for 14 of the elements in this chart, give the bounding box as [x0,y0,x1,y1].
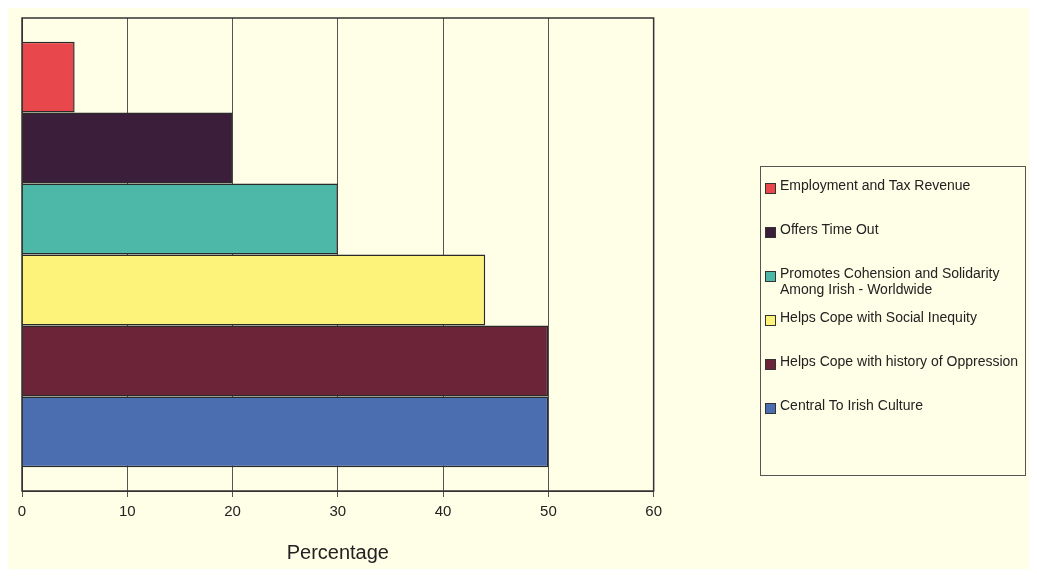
x-tick-label: 50 [540,502,557,520]
legend-label: Helps Cope with history of Oppression [780,353,1019,369]
legend-label: Helps Cope with Social Inequity [780,309,977,325]
x-tick-label: 40 [434,502,452,520]
legend-label: Employment and Tax Revenue [780,177,971,193]
legend-label: Central To Irish Culture [780,397,923,413]
x-tick-label: 20 [224,502,241,520]
x-tick-label: 0 [17,502,27,520]
x-tick-label: 60 [645,502,662,520]
legend-label: Offers Time Out [780,221,879,237]
x-axis-title: Percentage [286,540,389,563]
legend-label: Promotes Cohension and Solidarity Among Irish - Worldwide [780,265,1001,297]
x-tick-label: 10 [118,502,136,520]
x-tick-label: 30 [329,502,347,520]
